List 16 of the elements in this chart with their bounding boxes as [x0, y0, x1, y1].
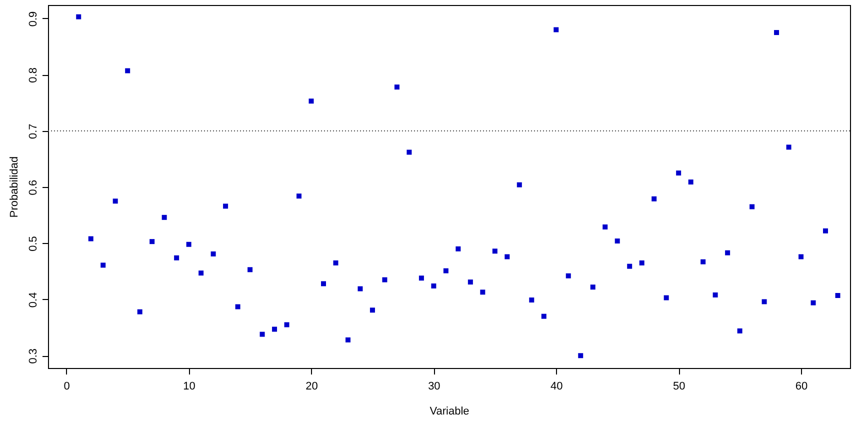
x-axis-title: Variable	[430, 406, 470, 418]
x-tick-label: 20	[306, 380, 318, 392]
x-tick-label: 40	[550, 380, 563, 392]
y-axis-title: Probabilidad	[8, 156, 20, 218]
y-tick-label: 0.9	[28, 11, 40, 27]
x-tick-label: 30	[428, 380, 440, 392]
x-tick-label: 60	[795, 380, 808, 392]
y-tick-label: 0.4	[28, 292, 40, 308]
y-tick-label: 0.6	[28, 180, 40, 196]
y-tick-label: 0.7	[28, 124, 40, 140]
y-tick-label: 0.5	[28, 236, 40, 252]
y-tick-label: 0.8	[28, 68, 40, 83]
x-tick-label: 50	[672, 380, 686, 392]
x-tick-label: 0	[64, 380, 70, 392]
x-tick-label: 10	[183, 380, 196, 392]
y-tick-label: 0.3	[28, 348, 40, 364]
